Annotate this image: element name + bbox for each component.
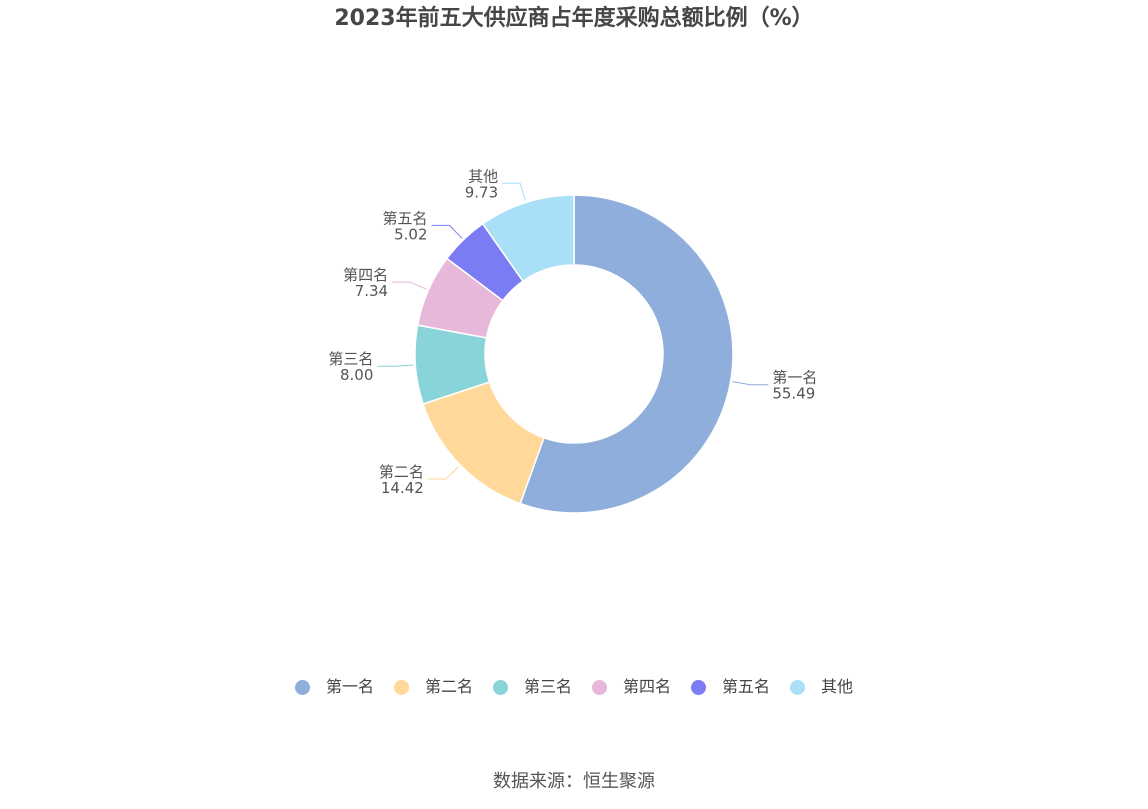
legend-item-2[interactable]: 第二名 [393, 676, 473, 698]
slice-label-name-3: 第三名 [328, 350, 373, 368]
leader-line-5 [431, 224, 463, 239]
slice-label-name-4: 第四名 [343, 266, 388, 284]
chart-title: 2023年前五大供应商占年度采购总额比例（%） [334, 6, 814, 31]
leader-line-3 [377, 364, 414, 367]
leader-line-1 [732, 381, 769, 386]
legend-swatch-icon [492, 679, 508, 695]
slice-label-name-1: 第一名 [772, 369, 817, 387]
slice-label-name-6: 其他 [468, 167, 498, 185]
legend-swatch-icon [790, 679, 806, 695]
slice-label-value-1: 55.49 [772, 385, 815, 403]
slice-6[interactable] [481, 194, 575, 283]
legend-swatch-icon [294, 679, 310, 695]
legend-item-1[interactable]: 第一名 [294, 676, 374, 698]
data-source: 数据来源：恒生聚源 [493, 771, 655, 792]
slice-label-value-5: 5.02 [394, 225, 427, 243]
legend-swatch-icon [592, 679, 607, 695]
legend-item-6[interactable]: 其他 [790, 676, 853, 698]
legend-item-3[interactable]: 第三名 [492, 676, 572, 698]
legend-label: 第五名 [722, 677, 771, 696]
legend-label: 第三名 [523, 677, 572, 696]
legend-swatch-icon [691, 679, 707, 695]
slice-label-value-2: 14.42 [381, 479, 424, 497]
chart-legend: 第一名 第二名 第三名 第四名 第五名 其他 [0, 676, 1148, 698]
slice-label-value-3: 8.00 [340, 366, 373, 384]
leader-line-6 [502, 182, 527, 201]
slice-label-name-2: 第二名 [379, 463, 424, 481]
slice-label-name-5: 第五名 [382, 209, 427, 227]
leader-line-4 [392, 281, 427, 290]
slice-1[interactable] [519, 194, 734, 514]
legend-label: 第一名 [325, 677, 374, 696]
legend-item-5[interactable]: 第五名 [691, 676, 770, 698]
slice-label-value-6: 9.73 [465, 183, 498, 201]
slice-label-value-4: 7.34 [355, 282, 388, 300]
legend-swatch-icon [393, 679, 409, 695]
legend-label: 其他 [821, 677, 854, 696]
legend-label: 第二名 [424, 677, 473, 696]
legend-label: 第四名 [623, 677, 672, 696]
legend-item-4[interactable]: 第四名 [592, 676, 671, 698]
leader-line-2 [427, 466, 460, 480]
slice-2[interactable] [422, 381, 545, 505]
